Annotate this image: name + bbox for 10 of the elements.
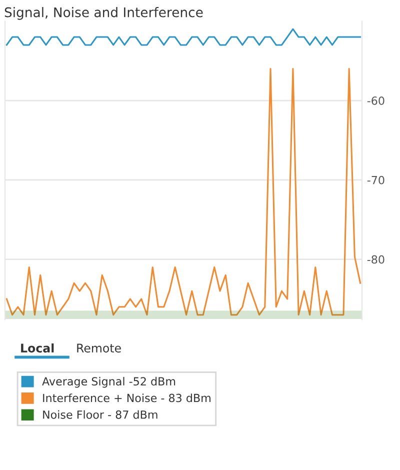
line-series <box>6 68 362 316</box>
text: Local <box>21 343 54 353</box>
legend-label: Interference + Noise - 83 dBm <box>43 394 210 402</box>
legend-label: Average Signal -52 dBm <box>42 376 176 388</box>
chart-title: Signal, Noise and Interference <box>4 7 203 20</box>
text: Remote <box>77 344 121 353</box>
y-tick-label: -80 <box>367 255 384 264</box>
legend-label: Noise Floor - 87 dBm <box>43 410 158 419</box>
y-tick-label: -70 <box>367 176 384 184</box>
y-tick-label: -60 <box>367 96 384 105</box>
